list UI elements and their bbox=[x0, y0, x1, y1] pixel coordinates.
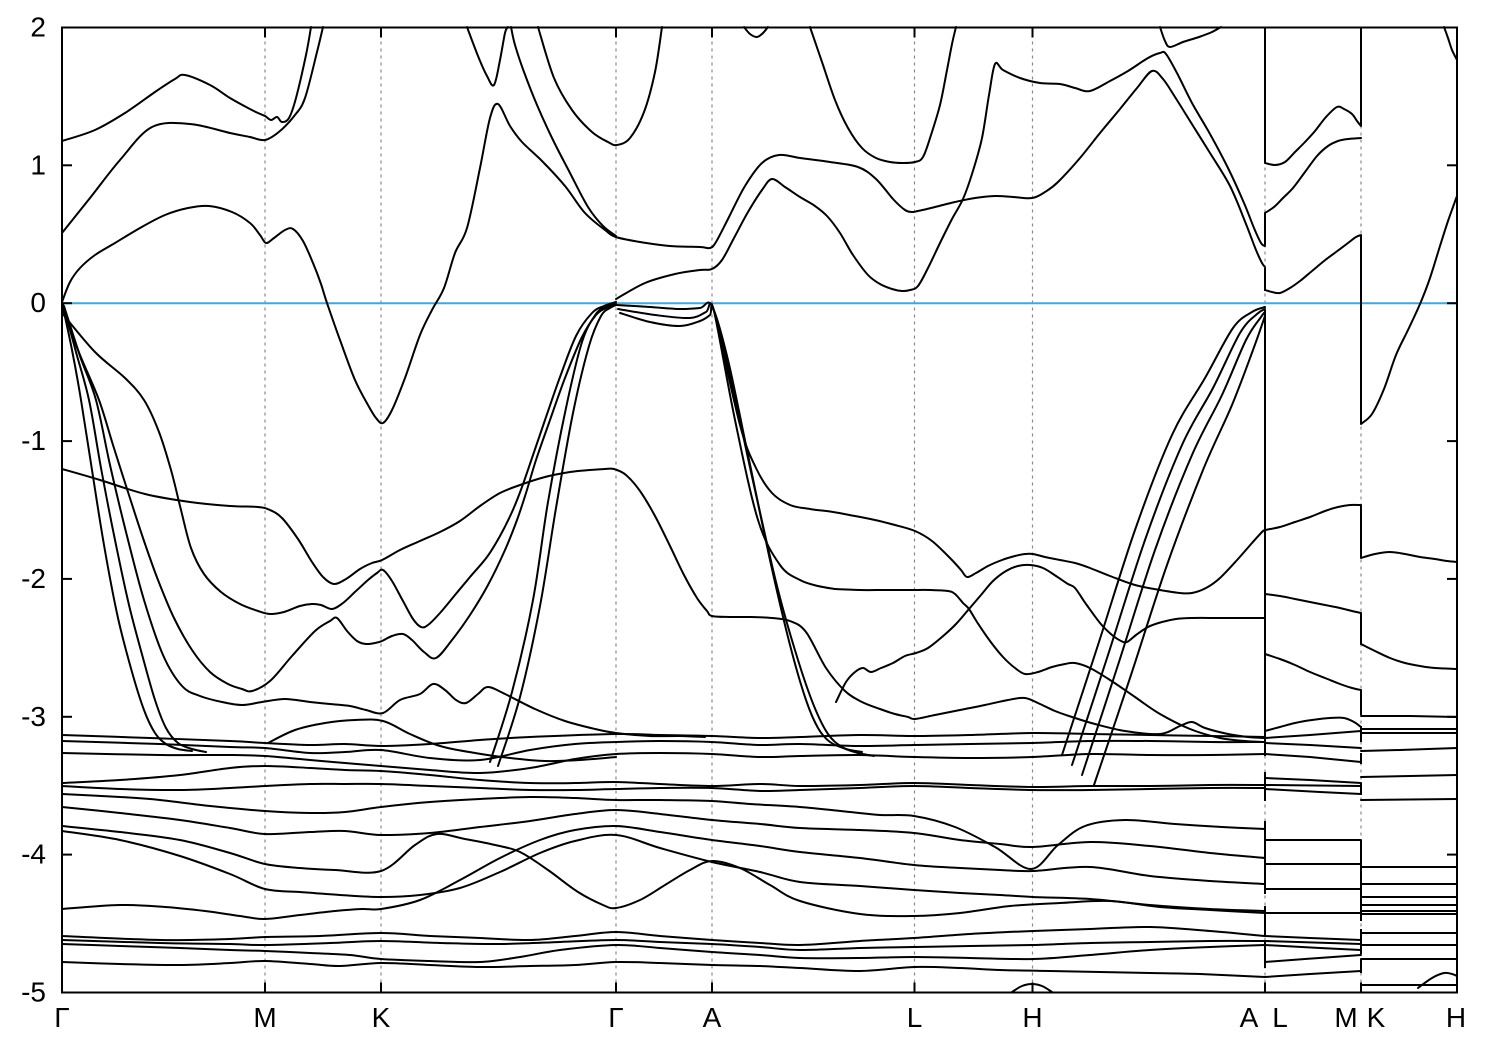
svg-text:Γ: Γ bbox=[54, 1002, 69, 1033]
svg-text:Γ: Γ bbox=[608, 1002, 623, 1033]
svg-text:-2: -2 bbox=[21, 563, 46, 594]
svg-text:M: M bbox=[253, 1002, 276, 1033]
svg-text:0: 0 bbox=[30, 287, 46, 318]
svg-text:K: K bbox=[372, 1002, 391, 1033]
svg-text:K: K bbox=[1367, 1002, 1386, 1033]
svg-text:A: A bbox=[1240, 1002, 1259, 1033]
svg-text:H: H bbox=[1022, 1002, 1042, 1033]
svg-text:-1: -1 bbox=[21, 425, 46, 456]
svg-text:2: 2 bbox=[30, 12, 46, 43]
svg-text:L: L bbox=[907, 1002, 923, 1033]
svg-text:L: L bbox=[1272, 1002, 1288, 1033]
svg-text:-4: -4 bbox=[21, 839, 46, 870]
svg-text:M: M bbox=[1334, 1002, 1357, 1033]
svg-text:A: A bbox=[703, 1002, 722, 1033]
svg-text:-3: -3 bbox=[21, 701, 46, 732]
svg-text:-5: -5 bbox=[21, 977, 46, 1008]
svg-text:H: H bbox=[1446, 1002, 1466, 1033]
svg-text:1: 1 bbox=[30, 149, 46, 180]
